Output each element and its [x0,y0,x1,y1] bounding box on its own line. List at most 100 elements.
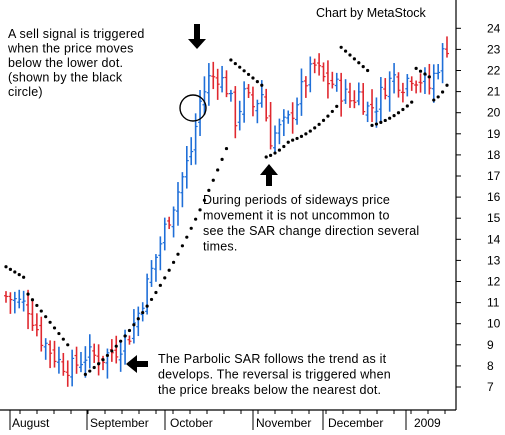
annotation-sell-signal-line: when the price moves [7,42,134,56]
sar-dot [216,168,220,172]
sar-dot [127,328,132,333]
y-tick-label: 17 [487,169,501,183]
sar-dot [114,344,118,348]
annotation-sideways-line: see the SAR change direction several [203,224,419,238]
annotation-trend-line: develops. The reversal is triggered when [158,368,391,382]
sar-dot [405,104,409,108]
sar-dot [101,358,105,362]
sar-dot [388,116,392,120]
sar-dot [295,136,299,141]
y-tick-label: 13 [487,253,501,267]
y-tick-label: 15 [487,211,501,225]
annotation-trend-line: the price breaks below the nearest dot. [158,383,381,397]
sar-dot [414,66,418,70]
x-tick-label: November [256,416,311,430]
sar-dot [440,90,445,94]
sar-dot [299,134,304,138]
sar-dot [149,297,154,302]
y-tick-label: 20 [487,106,501,120]
sar-dot [198,208,202,212]
x-tick-label: September [90,416,149,430]
sar-dot [291,138,295,142]
sar-dot [145,304,149,308]
y-tick-label: 9 [487,338,494,352]
sar-dot [207,188,211,192]
y-tick-label: 10 [487,317,501,331]
y-tick-label: 18 [487,148,501,162]
sar-dot [418,69,423,73]
sar-dot [66,343,70,347]
sar-dot [233,61,237,66]
sar-dot [343,49,348,53]
sar-dot [286,140,290,144]
sar-dot [61,337,65,341]
annotation-sideways-line: During periods of sideways price [203,193,390,207]
sar-dot [97,362,101,366]
sar-dot [39,309,43,313]
x-tick-label: August [12,416,50,430]
sar-dot [352,57,356,61]
annotation-sell-signal-line: A sell signal is triggered [8,27,145,41]
sar-dot [330,109,334,114]
sar-dot [119,339,123,343]
sar-dot [396,111,401,115]
sar-dot [242,69,246,73]
sar-dot [171,260,176,264]
y-tick-label: 12 [487,275,501,289]
sar-dot [313,126,317,130]
annotation-sell-signal-line: below the lower dot. [8,56,123,70]
sar-dot [123,334,127,338]
x-tick-label: October [170,416,213,430]
sar-dot [423,72,427,76]
sar-dot [361,65,365,69]
sar-dot [110,349,114,353]
sar-dot [436,95,440,99]
sar-dot [238,65,242,69]
sar-dot [8,267,13,271]
sar-dot [383,118,387,123]
y-tick-label: 21 [487,85,501,99]
sar-dot [304,132,308,136]
arrow-left-icon [126,355,148,373]
sar-dot [282,144,286,149]
sar-dot [246,72,251,77]
sar-dot [260,83,264,87]
sar-dot [277,148,282,152]
sar-dot [105,353,110,358]
sar-dot [251,76,255,80]
sar-dot [189,226,193,230]
annotation-sideways-line: times. [203,240,238,254]
sar-dot [158,283,162,287]
sar-dot [308,129,312,133]
arrow-down-icon [188,24,206,49]
y-tick-label: 24 [487,21,501,35]
sar-dot [176,252,180,256]
sar-dot [44,315,48,319]
sar-dot [52,326,57,330]
sar-dot [13,270,17,274]
y-tick-label: 14 [487,232,501,246]
sar-dot [401,107,405,112]
annotation-sell-signal-line: circle) [8,85,43,99]
sar-dot [92,365,96,370]
sar-dot [17,273,21,277]
sar-dot [432,98,436,102]
sar-dot [379,120,383,125]
sar-dot [339,45,343,49]
annotation-trend-line: The Parbolic SAR follows the trend as it [158,352,387,366]
sar-dot [22,275,26,279]
sar-dot [410,100,414,104]
x-tick-label: December [328,416,383,430]
sar-dot [445,83,449,87]
sar-dot [348,53,352,57]
sar-dot [374,122,379,126]
sar-dot [132,323,136,327]
sar-dot [154,290,158,295]
sar-dot [141,310,145,315]
y-tick-label: 8 [487,359,494,373]
sar-dot [167,268,171,272]
sar-dot [202,198,207,202]
sar-dot [48,320,52,324]
y-tick-label: 19 [487,127,501,141]
sar-dot [136,317,140,321]
